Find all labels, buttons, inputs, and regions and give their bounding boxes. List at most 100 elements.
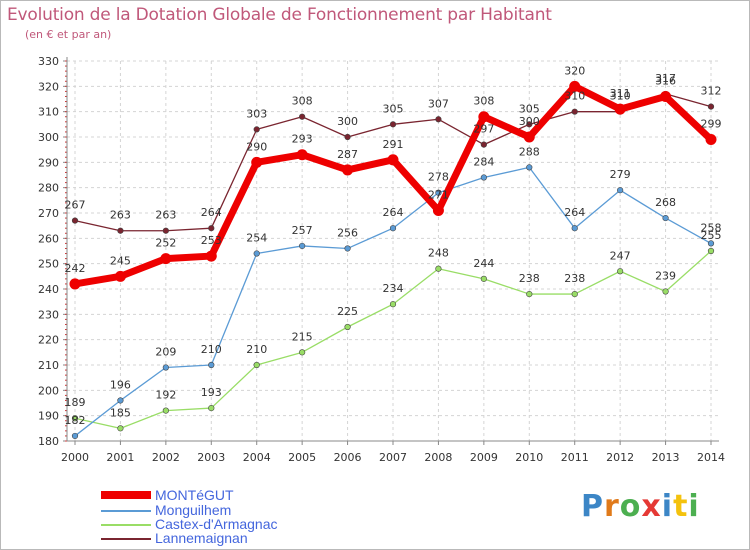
x-tick-label: 2008 (424, 451, 452, 464)
x-tick-label: 2009 (470, 451, 498, 464)
data-point-mont-gut (160, 253, 172, 265)
x-tick-label: 2004 (243, 451, 271, 464)
data-label-monguilhem: 258 (701, 221, 722, 234)
data-label-monguilhem: 182 (65, 414, 86, 427)
data-point-castex-d-armagnac (617, 268, 624, 275)
y-tick-label: 300 (38, 131, 59, 144)
data-point-lannemaignan (389, 121, 397, 128)
y-tick-label: 260 (38, 232, 59, 245)
data-point-castex-d-armagnac (253, 361, 260, 369)
data-label-mont-gut: 245 (110, 254, 131, 267)
data-point-lannemaignan (162, 227, 169, 234)
data-point-castex-d-armagnac (162, 407, 169, 414)
data-point-castex-d-armagnac (389, 301, 397, 308)
data-label-lannemaignan: 312 (701, 85, 722, 98)
data-point-monguilhem (480, 174, 487, 181)
data-point-monguilhem (299, 242, 306, 250)
data-point-mont-gut (114, 270, 126, 282)
data-point-mont-gut (523, 131, 535, 143)
data-point-lannemaignan (435, 116, 442, 123)
data-label-monguilhem: 279 (610, 168, 631, 181)
x-tick-label: 2010 (515, 451, 543, 464)
legend-swatch (101, 524, 151, 526)
data-point-lannemaignan (299, 113, 306, 120)
legend-label: MONTéGUT (155, 487, 234, 503)
data-point-monguilhem (707, 240, 715, 247)
data-label-lannemaignan: 264 (201, 206, 222, 219)
data-label-monguilhem: 196 (110, 378, 131, 391)
data-label-mont-gut: 287 (337, 148, 358, 161)
x-tick-label: 2014 (697, 451, 725, 464)
brand-letter: x (641, 489, 662, 524)
data-point-monguilhem (117, 397, 124, 404)
data-point-lannemaignan (208, 225, 215, 232)
x-tick-label: 2007 (379, 451, 407, 464)
data-label-castex-d-armagnac: 239 (655, 270, 676, 283)
data-point-monguilhem (162, 364, 169, 371)
y-tick-label: 180 (38, 435, 59, 448)
brand-logo: Proxiti (581, 489, 700, 524)
data-label-lannemaignan: 267 (65, 199, 86, 212)
data-label-castex-d-armagnac: 189 (65, 396, 86, 409)
data-label-mont-gut: 316 (655, 74, 676, 87)
data-label-monguilhem: 284 (473, 156, 494, 169)
data-point-mont-gut (296, 149, 308, 161)
y-tick-label: 290 (38, 156, 59, 169)
data-label-lannemaignan: 263 (110, 209, 131, 222)
data-point-castex-d-armagnac (662, 288, 669, 295)
data-label-monguilhem: 268 (655, 196, 676, 209)
data-label-lannemaignan: 297 (473, 123, 494, 136)
y-tick-label: 250 (38, 258, 59, 271)
y-tick-label: 320 (38, 80, 59, 93)
data-point-monguilhem (208, 361, 215, 369)
y-tick-label: 240 (38, 283, 59, 296)
brand-letter: P (581, 489, 604, 524)
brand-letter: t (673, 489, 689, 524)
data-point-mont-gut (205, 250, 217, 262)
chart-title: Evolution de la Dotation Globale de Fonc… (7, 5, 552, 25)
data-label-monguilhem: 210 (201, 343, 222, 356)
data-point-lannemaignan (344, 133, 351, 141)
data-point-castex-d-armagnac (117, 425, 124, 432)
data-label-castex-d-armagnac: 193 (201, 386, 222, 399)
data-label-castex-d-armagnac: 238 (564, 272, 585, 285)
data-label-castex-d-armagnac: 244 (473, 257, 494, 270)
data-label-mont-gut: 320 (564, 64, 585, 77)
data-point-castex-d-armagnac (571, 290, 578, 298)
data-label-lannemaignan: 307 (428, 97, 449, 110)
x-tick-label: 2003 (197, 451, 225, 464)
data-label-castex-d-armagnac: 185 (110, 406, 131, 419)
y-tick-label: 270 (38, 207, 59, 220)
data-label-monguilhem: 264 (383, 206, 404, 219)
x-tick-label: 2002 (152, 451, 180, 464)
data-point-lannemaignan (117, 227, 124, 234)
data-label-castex-d-armagnac: 247 (610, 249, 631, 262)
data-point-castex-d-armagnac (526, 290, 533, 298)
brand-letter: i (661, 489, 674, 524)
brand-letter: r (604, 489, 620, 524)
x-tick-label: 2012 (606, 451, 634, 464)
data-label-mont-gut: 308 (473, 95, 494, 108)
data-point-monguilhem (526, 164, 533, 171)
data-label-lannemaignan: 308 (292, 95, 313, 108)
brand-letter: o (619, 489, 642, 524)
data-label-castex-d-armagnac: 234 (383, 282, 404, 295)
data-point-monguilhem (435, 189, 442, 196)
data-label-mont-gut: 290 (246, 140, 267, 153)
data-point-monguilhem (253, 250, 260, 257)
data-point-castex-d-armagnac (435, 265, 442, 272)
data-point-castex-d-armagnac (299, 349, 306, 356)
data-label-mont-gut: 291 (383, 138, 404, 151)
data-point-monguilhem (662, 214, 669, 222)
y-tick-label: 210 (38, 359, 59, 372)
data-label-castex-d-armagnac: 248 (428, 247, 449, 260)
y-tick-label: 200 (38, 384, 59, 397)
data-point-castex-d-armagnac (344, 323, 351, 331)
data-label-mont-gut: 252 (155, 237, 176, 250)
data-label-mont-gut: 311 (610, 87, 631, 100)
data-point-monguilhem (389, 225, 397, 232)
data-point-mont-gut (69, 278, 81, 290)
data-point-mont-gut (432, 204, 444, 216)
data-label-castex-d-armagnac: 225 (337, 305, 358, 318)
data-label-monguilhem: 256 (337, 226, 358, 239)
